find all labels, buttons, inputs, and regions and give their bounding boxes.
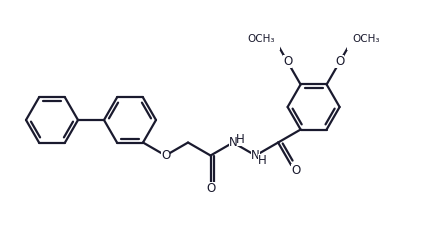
Text: O: O [282, 55, 291, 69]
Text: H: H [258, 154, 266, 167]
Text: O: O [334, 55, 343, 69]
Text: OCH₃: OCH₃ [352, 35, 379, 44]
Text: O: O [161, 149, 170, 162]
Text: O: O [205, 182, 215, 195]
Text: N: N [250, 149, 259, 162]
Text: N: N [228, 136, 237, 149]
Text: O: O [291, 164, 300, 177]
Text: OCH₃: OCH₃ [247, 35, 274, 44]
Text: H: H [235, 133, 244, 146]
